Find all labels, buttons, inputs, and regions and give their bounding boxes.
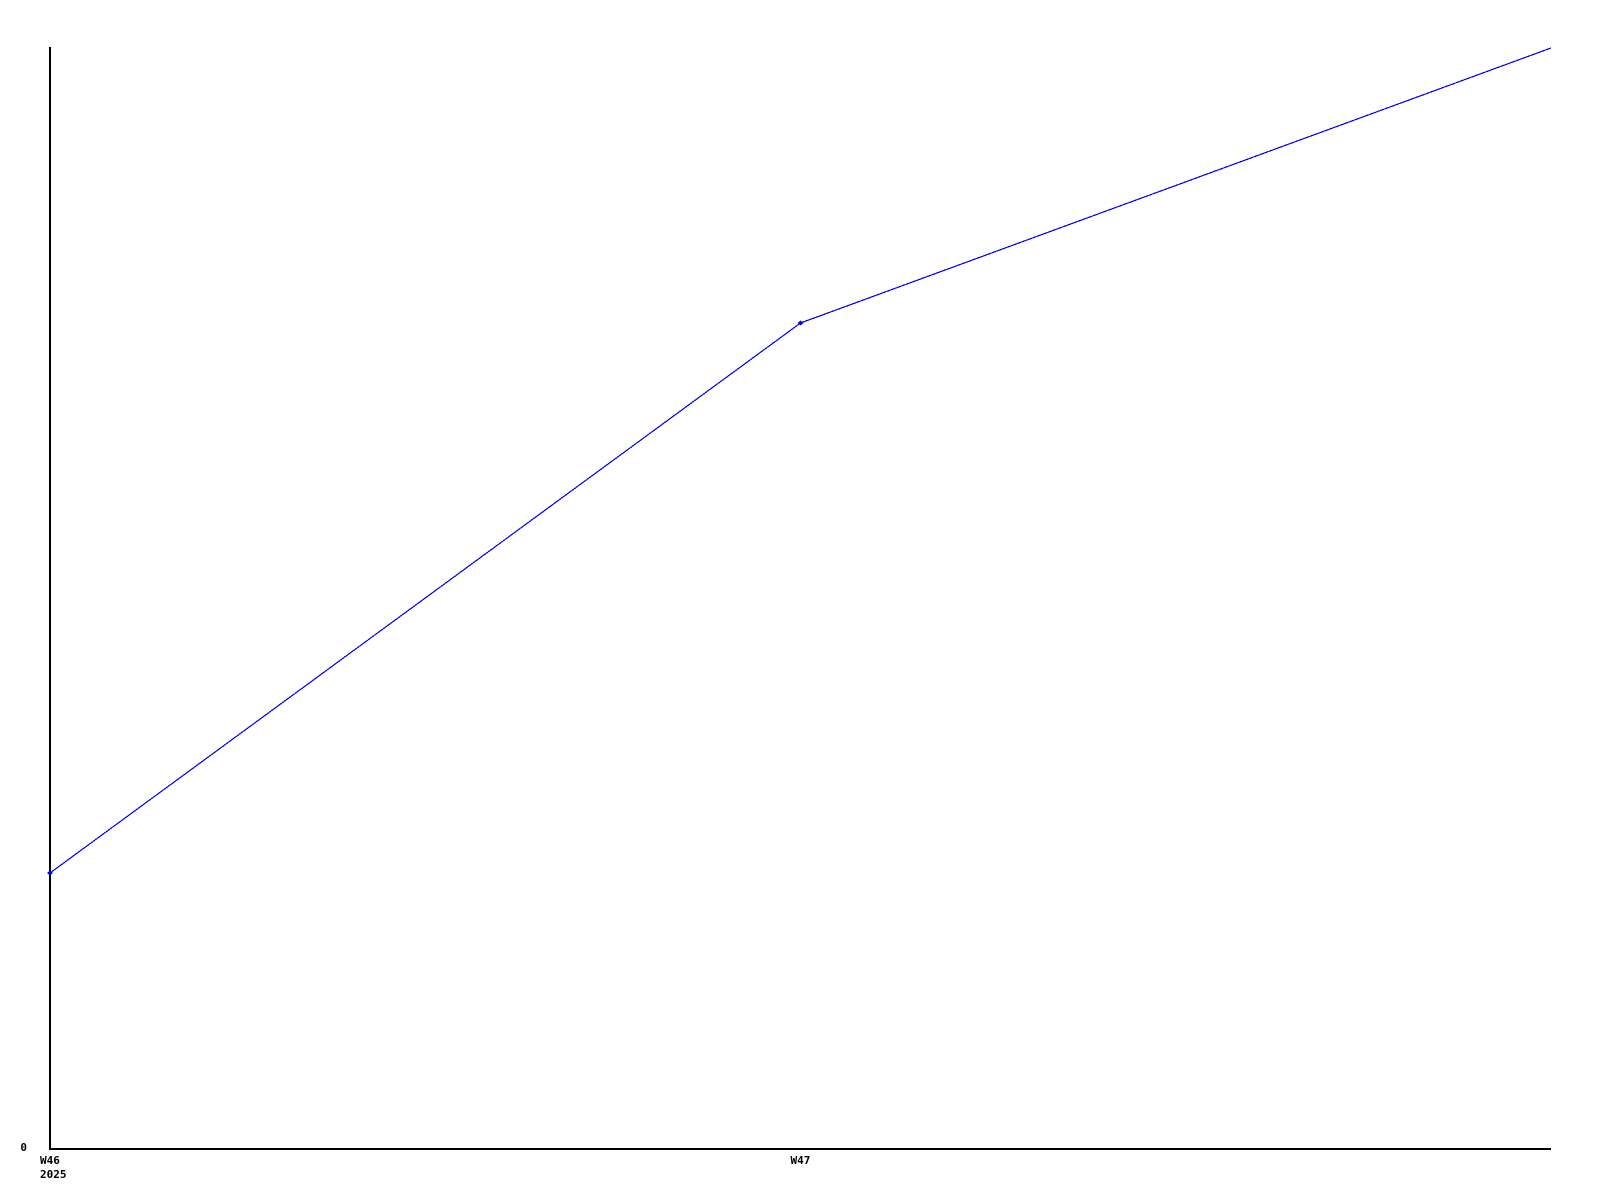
data-line	[49, 47, 1552, 874]
x-tick-year-text: 2025	[40, 1168, 67, 1181]
data-point-marker	[797, 320, 804, 326]
x-axis-tick-label-w47: W47	[791, 1154, 811, 1168]
x-axis-tick-label-w46: W46 2025	[40, 1154, 67, 1182]
data-point-marker	[47, 870, 53, 876]
y-axis-tick-label-zero: 0	[20, 1141, 27, 1154]
x-tick-week-text: W47	[790, 1154, 811, 1167]
x-tick-week-text: W46	[40, 1154, 60, 1167]
